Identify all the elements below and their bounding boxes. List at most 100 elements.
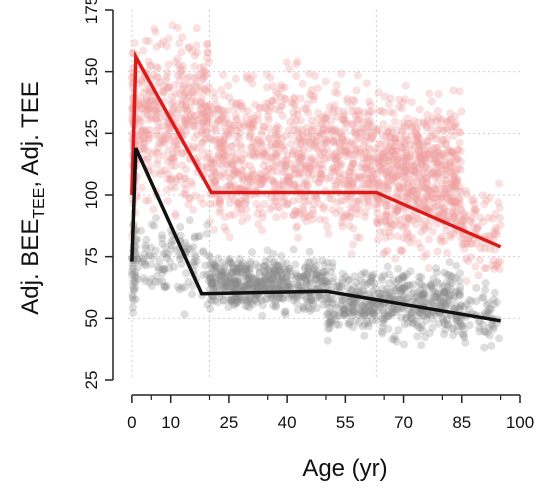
series-0-point	[308, 170, 317, 179]
series-0-point	[188, 46, 197, 55]
series-0-point	[416, 152, 425, 161]
series-0-point	[362, 164, 371, 173]
series-0-point	[270, 178, 279, 187]
series-0-point	[400, 171, 409, 180]
series-0-point	[255, 152, 264, 161]
series-0-point	[307, 153, 316, 162]
series-0-point	[167, 182, 176, 191]
series-1-point	[353, 300, 362, 309]
series-0-point	[407, 98, 416, 107]
series-0-point	[246, 175, 255, 184]
series-0-point	[392, 207, 401, 216]
series-0-point	[495, 179, 504, 188]
series-0-point	[318, 138, 327, 147]
series-1-point	[210, 261, 219, 270]
series-0-point	[382, 132, 391, 141]
series-0-point	[194, 153, 203, 162]
series-0-point	[269, 177, 278, 186]
series-1-point	[245, 303, 254, 312]
series-0-point	[200, 110, 208, 119]
series-0-point	[202, 134, 210, 143]
series-0-point	[390, 162, 399, 171]
series-0-point	[231, 110, 240, 119]
series-0-point	[153, 108, 162, 116]
series-0-point	[398, 223, 407, 232]
series-0-point	[337, 134, 346, 143]
series-0-point	[430, 184, 439, 193]
series-0-point	[222, 182, 231, 191]
series-0-point	[218, 115, 227, 124]
series-0-point	[397, 130, 405, 139]
series-0-point	[194, 116, 203, 125]
series-0-point	[321, 139, 330, 148]
series-0-point	[192, 41, 201, 50]
series-0-point	[240, 150, 249, 159]
series-0-point	[385, 157, 394, 165]
series-0-point	[202, 128, 211, 137]
series-0-point	[211, 176, 220, 185]
series-0-point	[305, 164, 314, 173]
series-0-point	[401, 135, 410, 144]
series-0-point	[398, 173, 407, 181]
series-0-point	[303, 99, 312, 108]
series-0-point	[365, 145, 374, 154]
series-1-point	[152, 214, 160, 223]
series-0-point	[372, 181, 381, 190]
series-0-point	[260, 122, 269, 131]
series-0-point	[327, 124, 335, 133]
series-1-point	[158, 234, 167, 243]
series-0-point	[293, 169, 302, 178]
series-0-point	[264, 107, 273, 116]
series-0-point	[189, 116, 197, 125]
x-tick-label-2: 25	[219, 413, 238, 432]
series-0-point	[384, 178, 392, 186]
series-0-point	[379, 164, 388, 173]
series-1-point	[182, 242, 191, 251]
series-0-point	[290, 170, 298, 179]
series-0-point	[150, 100, 159, 109]
series-0-point	[233, 148, 242, 157]
series-0-point	[184, 83, 193, 92]
series-0-point	[376, 140, 385, 149]
series-0-point	[145, 134, 153, 142]
series-0-point	[191, 97, 200, 106]
series-0-point	[262, 70, 271, 79]
series-0-point	[316, 120, 325, 129]
y-tick-label-2: 75	[82, 247, 101, 266]
series-0-point	[282, 157, 290, 166]
series-0-point	[240, 193, 249, 201]
series-0-point	[405, 192, 414, 201]
series-1-point	[259, 262, 268, 271]
series-0-point	[242, 113, 251, 122]
series-0-point	[184, 43, 193, 52]
series-1-point	[315, 292, 324, 300]
series-0-point	[344, 148, 353, 157]
series-0-point	[269, 82, 277, 91]
series-0-point	[237, 143, 246, 152]
series-0-point	[357, 128, 365, 137]
series-0-point	[225, 93, 234, 102]
series-0-point	[381, 170, 390, 179]
series-0-point	[448, 147, 457, 156]
series-0-point	[385, 216, 394, 225]
series-0-point	[235, 184, 244, 193]
series-0-point	[380, 153, 389, 162]
series-0-point	[283, 198, 292, 207]
series-0-point	[260, 150, 269, 159]
series-0-point	[433, 160, 442, 169]
series-0-point	[457, 157, 465, 166]
series-0-point	[263, 83, 271, 92]
series-0-point	[199, 62, 208, 71]
series-0-point	[313, 84, 322, 93]
series-0-point	[449, 170, 458, 179]
series-0-point	[433, 194, 442, 203]
series-0-point	[355, 145, 364, 154]
series-0-point	[356, 233, 364, 242]
series-0-point	[443, 147, 452, 156]
series-0-point	[425, 150, 434, 159]
series-0-point	[232, 155, 241, 164]
series-0-point	[267, 102, 275, 111]
series-1-point	[359, 287, 368, 296]
series-0-point	[434, 151, 443, 160]
series-0-point	[203, 118, 212, 127]
